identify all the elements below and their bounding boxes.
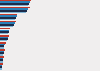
Bar — [0, 19, 15, 20]
Bar — [0, 54, 3, 56]
Bar — [0, 28, 10, 29]
Bar — [0, 52, 4, 54]
Bar — [0, 40, 7, 41]
Bar — [0, 12, 26, 13]
Bar — [0, 58, 3, 59]
Bar — [0, 14, 17, 15]
Bar — [0, 5, 28, 6]
Bar — [0, 21, 16, 22]
Bar — [0, 7, 30, 8]
Bar — [0, 47, 4, 49]
Bar — [0, 59, 3, 61]
Bar — [0, 17, 16, 19]
Bar — [0, 42, 6, 44]
Bar — [0, 10, 27, 12]
Bar — [0, 61, 2, 63]
Bar — [0, 65, 2, 66]
Bar — [0, 49, 5, 51]
Bar — [0, 3, 29, 5]
Bar — [0, 8, 28, 10]
Bar — [0, 37, 8, 38]
Bar — [0, 24, 14, 26]
Bar — [0, 31, 9, 33]
Bar — [0, 1, 30, 3]
Bar — [0, 22, 15, 24]
Bar — [0, 0, 31, 1]
Bar — [0, 68, 2, 70]
Bar — [0, 35, 9, 37]
Bar — [0, 38, 8, 40]
Bar — [0, 30, 9, 31]
Bar — [0, 56, 4, 58]
Bar — [0, 33, 8, 34]
Bar — [0, 66, 2, 68]
Bar — [0, 45, 4, 47]
Bar — [0, 44, 5, 45]
Bar — [0, 63, 2, 65]
Bar — [0, 15, 17, 17]
Bar — [0, 51, 4, 52]
Bar — [0, 26, 13, 27]
